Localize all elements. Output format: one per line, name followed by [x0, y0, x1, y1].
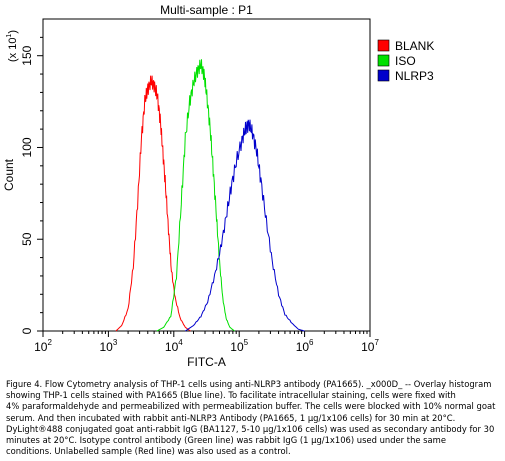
legend-swatch-iso — [377, 54, 390, 67]
x-tick-label: 104 — [165, 338, 183, 354]
caption-line: serum. And then incubated with rabbit an… — [6, 412, 456, 423]
legend-label-iso: ISO — [395, 54, 416, 68]
caption-line: Figure 4. Flow Cytometry analysis of THP… — [6, 379, 492, 389]
caption-line: showing THP-1 cells stained with PA1665 … — [6, 390, 456, 401]
legend-swatch-blank — [377, 39, 390, 52]
series-line-iso — [156, 59, 235, 332]
chart-background — [0, 0, 505, 375]
y-multiplier-label: (x 101) — [6, 30, 19, 62]
x-axis-label: FITC-A — [187, 355, 226, 369]
x-tick-label: 105 — [230, 338, 248, 354]
plot-frame — [42, 18, 371, 332]
y-tick-label: 50 — [20, 232, 34, 246]
y-tick-label: 100 — [20, 137, 34, 157]
caption-line: DyLight®488 conjugated goat anti-rabbit … — [6, 423, 495, 434]
legend-label-blank: BLANK — [395, 39, 434, 53]
caption-line: minutes at 20°C. Isotype control antibod… — [6, 435, 446, 446]
legend-label-nlrp3: NLRP3 — [395, 69, 434, 83]
x-tick-label: 102 — [34, 338, 52, 354]
series-line-nlrp3 — [185, 119, 305, 332]
y-tick-label: 0 — [20, 327, 34, 334]
chart-title: Multi-sample : P1 — [160, 3, 253, 17]
x-tick-label: 106 — [296, 338, 314, 354]
series-line-blank — [115, 75, 191, 332]
caption-line: conditions. Unlabelled sample (Red line)… — [6, 446, 291, 457]
legend-swatch-nlrp3 — [377, 69, 390, 82]
y-axis-label: Count — [2, 158, 16, 191]
y-tick-label: 150 — [20, 45, 34, 65]
x-tick-label: 103 — [99, 338, 117, 354]
figure-caption: Figure 4. Flow Cytometry analysis of THP… — [6, 379, 500, 457]
x-tick-label: 107 — [361, 338, 379, 354]
histogram-chart: Multi-sample : P1 102 103 104 105 106 107 0 50 10… — [0, 0, 505, 375]
caption-line: 4% paraformaldehyde and permeabilized wi… — [6, 401, 496, 412]
